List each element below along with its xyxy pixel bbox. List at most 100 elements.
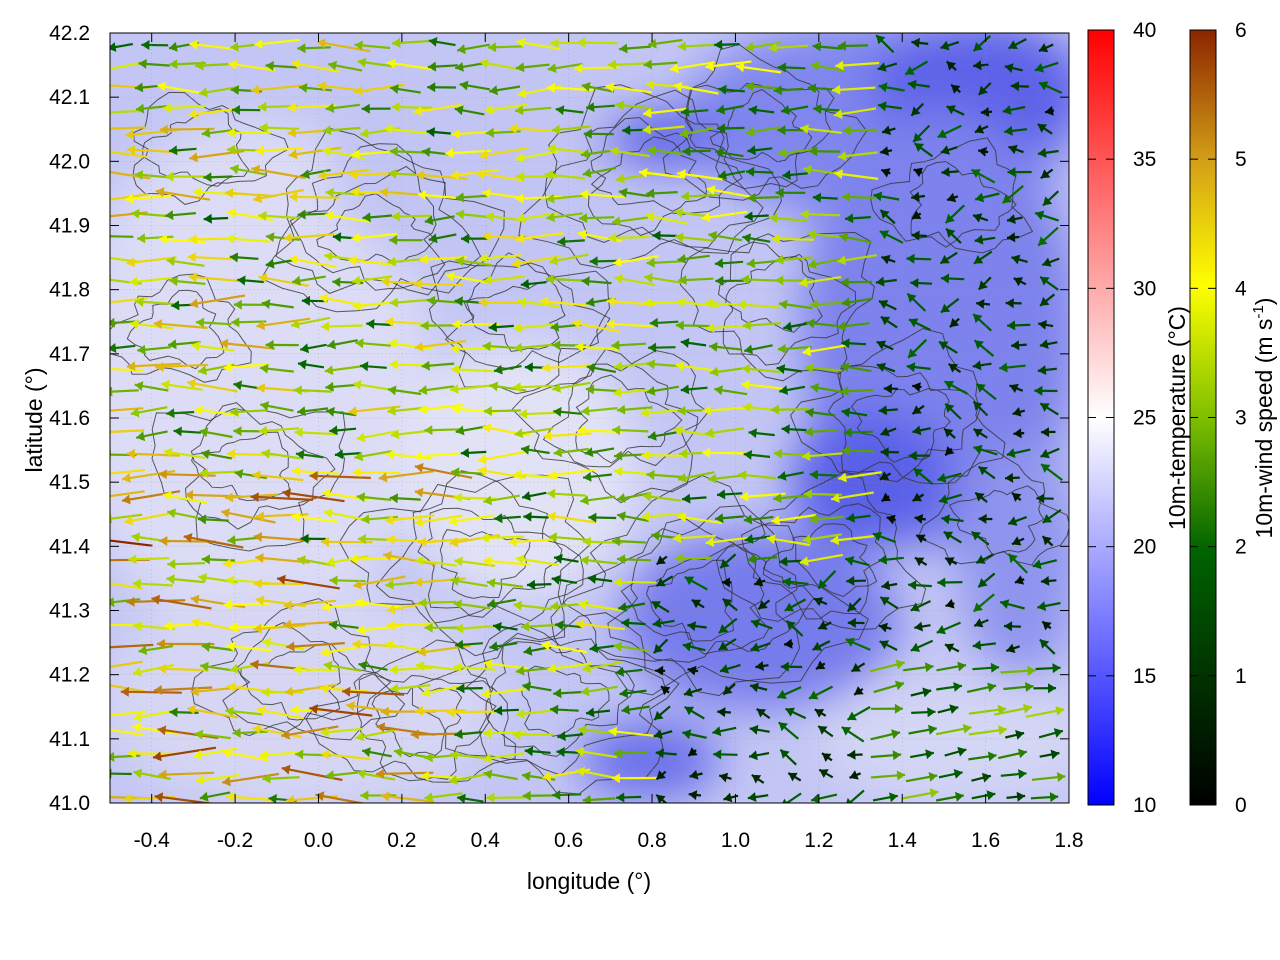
wind-vector-head: [575, 619, 585, 630]
wind-vector: [120, 690, 182, 694]
wind-vector-head: [973, 428, 983, 438]
wind-vector-head: [426, 295, 436, 306]
wind-vector-head: [581, 405, 590, 416]
wind-vector-head: [515, 665, 525, 676]
wind-vector-head: [945, 643, 955, 653]
wind-vector-head: [608, 232, 617, 243]
wind-vector-head: [614, 450, 623, 461]
wind-vector-head: [261, 687, 270, 698]
wind-vector-head: [356, 492, 366, 503]
wind-speed-colorbar-ticks: 0 1 2 3 4 5 6: [1190, 19, 1247, 817]
wind-vector-head: [706, 322, 715, 333]
wind-vector-head: [913, 468, 923, 478]
contour-line: [520, 665, 610, 737]
wind-vector: [224, 191, 277, 198]
wind-vector-head: [449, 775, 458, 785]
wind-vector-head: [680, 384, 690, 395]
wind-vector-head: [843, 427, 852, 438]
wind-vector-head: [582, 794, 591, 803]
wind-vector: [110, 684, 145, 693]
wind-vector-head: [804, 363, 814, 374]
wind-vector-head: [803, 164, 812, 175]
wind-vector-head: [515, 62, 525, 73]
wind-vector: [320, 752, 371, 761]
wind-vector-head: [293, 385, 302, 396]
wind-vector-head: [317, 38, 326, 49]
wind-vector-head: [973, 602, 983, 612]
wind-vector-head: [394, 747, 403, 758]
wind-vector-head: [618, 187, 628, 198]
wind-vector-head: [449, 750, 459, 760]
wind-vector-head: [937, 129, 947, 139]
wind-vector-head: [483, 275, 492, 286]
wind-vector-head: [705, 427, 714, 438]
wind-vector-head: [168, 339, 177, 350]
wind-vectors: [110, 34, 1066, 803]
wind-vector-head: [123, 793, 132, 803]
wind-vector-head: [357, 534, 366, 544]
colorbar-tick-label: 10: [1133, 794, 1156, 817]
wind-vector-head: [840, 277, 849, 288]
wind-vector-head: [613, 257, 622, 267]
wind-vector-head: [388, 168, 397, 179]
wind-vector-head: [162, 491, 172, 501]
wind-vector-head: [286, 795, 295, 803]
wind-vector-head: [646, 188, 655, 199]
wind-vector-head: [319, 293, 329, 304]
wind-vector-head: [830, 535, 840, 546]
wind-vector-head: [818, 620, 828, 630]
wind-vector-head: [137, 233, 146, 244]
wind-vector-head: [981, 772, 991, 783]
wind-vector-head: [231, 105, 240, 115]
wind-vector-head: [1040, 449, 1050, 459]
wind-vector-head: [834, 169, 843, 180]
wind-vector-head: [609, 146, 619, 157]
wind-vector-head: [771, 233, 780, 244]
wind-vector-head: [453, 662, 462, 673]
wind-vector-head: [356, 625, 366, 635]
wind-vector-head: [718, 624, 729, 633]
wind-vector-head: [978, 85, 988, 95]
wind-vector: [126, 256, 177, 265]
wind-vector: [309, 474, 371, 479]
wind-vector-head: [366, 319, 375, 329]
wind-vector-head: [550, 601, 559, 612]
wind-vector: [188, 275, 240, 282]
wind-vector-head: [489, 641, 499, 652]
wind-vector-head: [1036, 493, 1045, 504]
wind-vector-head: [226, 208, 236, 219]
wind-vector-head: [222, 776, 231, 787]
contour-line: [679, 231, 875, 382]
colorbar-tick-label: 0: [1235, 794, 1247, 817]
wind-vector-head: [165, 210, 174, 221]
wind-vector-head: [483, 406, 492, 416]
wind-vector-head: [718, 170, 727, 180]
contour-line: [762, 523, 878, 598]
wind-vector-head: [641, 511, 650, 522]
wind-vector-head: [357, 769, 366, 779]
colorbar-tick-label: 25: [1133, 407, 1156, 430]
contour-line: [725, 255, 823, 333]
wind-vector-head: [414, 577, 423, 588]
y-tick-label: 42.1: [49, 86, 90, 109]
wind-vector-head: [415, 556, 424, 566]
wind-vector-head: [953, 769, 963, 779]
wind-vector-head: [127, 361, 136, 372]
wind-vector: [110, 429, 145, 433]
wind-vector-head: [482, 231, 491, 242]
wind-vector-head: [137, 344, 146, 355]
wind-vector-head: [291, 466, 301, 477]
contour-line: [356, 673, 494, 782]
wind-vector-head: [346, 701, 355, 711]
wind-vector-head: [1007, 232, 1016, 243]
wind-vector-head: [768, 42, 777, 53]
wind-vector-head: [418, 404, 427, 415]
wind-vector-head: [914, 557, 925, 567]
wind-vector-head: [189, 152, 198, 163]
wind-vector-head: [283, 600, 293, 610]
wind-vector-head: [390, 683, 399, 694]
wind-vector-head: [522, 681, 532, 692]
wind-vector-head: [324, 251, 333, 262]
wind-vector-head: [260, 401, 270, 411]
wind-vector-head: [747, 145, 756, 156]
